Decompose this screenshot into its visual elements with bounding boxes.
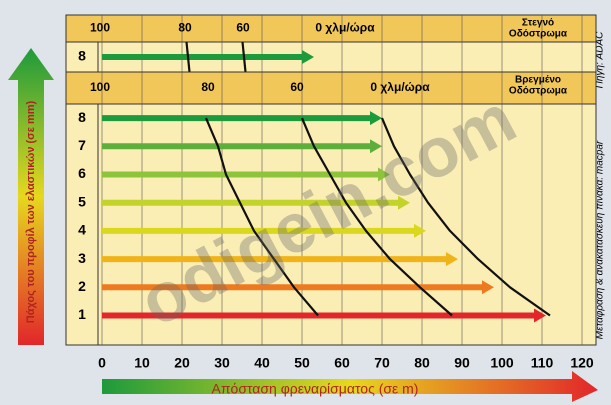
- speed-label: 0 χλμ/ώρα: [315, 21, 375, 35]
- x-tick-label: 60: [334, 355, 350, 371]
- row-label: 6: [78, 165, 86, 181]
- row-label: 4: [78, 222, 86, 238]
- bar-arrow: [102, 167, 390, 182]
- speed-label: 0 χλμ/ώρα: [370, 80, 430, 94]
- panel-title: Βρεγμένο: [515, 75, 561, 86]
- x-tick-label: 110: [531, 355, 554, 371]
- bar-arrow: [102, 111, 382, 126]
- speed-curve: [380, 117, 551, 317]
- x-tick-label: 0: [98, 355, 106, 371]
- bar-arrow: [102, 195, 410, 210]
- bar-arrow: [102, 223, 426, 238]
- panel-header: [65, 71, 597, 105]
- row-label: 8: [78, 109, 86, 125]
- speed-curve: [204, 117, 319, 317]
- x-tick-label: 40: [254, 355, 270, 371]
- speed-curve: [300, 117, 453, 317]
- panel-title: Οδόστρωμα: [509, 86, 568, 97]
- speed-curve: [185, 41, 191, 73]
- speed-label: 60: [290, 80, 304, 94]
- x-tick-label: 20: [174, 355, 190, 371]
- speed-label: 60: [236, 21, 250, 35]
- panel-title: Οδόστρωμα: [509, 29, 568, 40]
- y-axis-arrow: [8, 48, 54, 345]
- row-label: 1: [78, 306, 86, 322]
- x-tick-label: 90: [454, 355, 470, 371]
- row-label: 2: [78, 278, 86, 294]
- x-tick-label: 80: [414, 355, 430, 371]
- x-tick-label: 30: [214, 355, 230, 371]
- bar-arrow: [102, 280, 494, 295]
- panel-header: [65, 14, 597, 43]
- speed-label: 80: [201, 80, 215, 94]
- x-tick-label: 10: [134, 355, 150, 371]
- bar-arrow: [102, 252, 458, 267]
- speed-curve: [241, 41, 247, 73]
- source: Πηγή: ADAC: [594, 31, 606, 88]
- bar-arrow: [102, 50, 314, 64]
- x-axis-label: Απόσταση φρεναρίσματος (σε m): [212, 381, 419, 397]
- row-label: 3: [78, 250, 86, 266]
- row-label-column: [65, 103, 99, 346]
- bar-arrow: [102, 308, 546, 323]
- panel-title: Στεγνό: [522, 18, 554, 29]
- row-label: 8: [78, 48, 86, 64]
- credit: Μετάφραση & ανακατασκευή πίνακα: macpar: [594, 140, 606, 339]
- speed-label: 100: [90, 21, 110, 35]
- row-label: 7: [78, 137, 86, 153]
- x-tick-label: 120: [570, 355, 594, 371]
- y-axis-label: Πάχος του προφίλ των ελαστικών (σε mm): [25, 100, 37, 323]
- x-tick-label: 50: [294, 355, 310, 371]
- speed-label: 80: [178, 21, 192, 35]
- x-tick-label: 100: [490, 355, 514, 371]
- bar-arrow: [102, 139, 382, 154]
- x-tick-label: 70: [374, 355, 390, 371]
- row-label: 5: [78, 193, 86, 209]
- x-axis-arrow: [102, 371, 598, 402]
- speed-label: 100: [90, 80, 110, 94]
